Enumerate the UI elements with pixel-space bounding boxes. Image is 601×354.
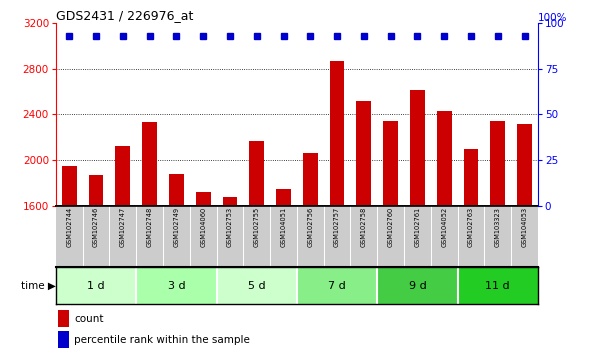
Text: GSM104060: GSM104060	[200, 207, 206, 247]
Bar	[383, 121, 398, 206]
Bar	[276, 189, 291, 206]
Text: GSM102755: GSM102755	[254, 207, 260, 247]
Bar	[437, 111, 451, 206]
Text: 9 d: 9 d	[409, 281, 426, 291]
Text: GSM104051: GSM104051	[281, 207, 287, 247]
Text: GSM102746: GSM102746	[93, 207, 99, 247]
Text: GSM102753: GSM102753	[227, 207, 233, 247]
Bar	[330, 61, 344, 206]
Text: GSM102748: GSM102748	[147, 207, 153, 247]
Bar	[463, 149, 478, 206]
Bar	[222, 196, 237, 206]
Text: 100%: 100%	[538, 13, 567, 23]
Text: 1 d: 1 d	[87, 281, 105, 291]
Text: GSM102758: GSM102758	[361, 207, 367, 247]
Bar	[142, 122, 157, 206]
Bar	[517, 124, 532, 206]
Bar	[410, 90, 425, 206]
Bar	[196, 192, 210, 206]
Text: 3 d: 3 d	[168, 281, 185, 291]
Text: count: count	[74, 314, 104, 324]
Bar	[356, 101, 371, 206]
Text: 7 d: 7 d	[328, 281, 346, 291]
Text: GSM102747: GSM102747	[120, 207, 126, 247]
Text: percentile rank within the sample: percentile rank within the sample	[74, 335, 250, 345]
Text: 5 d: 5 d	[248, 281, 266, 291]
Bar	[249, 141, 264, 206]
Text: GSM104052: GSM104052	[441, 207, 447, 247]
Text: GSM104053: GSM104053	[522, 207, 528, 247]
Text: GSM102756: GSM102756	[307, 207, 313, 247]
Bar	[58, 331, 69, 348]
Text: GSM102760: GSM102760	[388, 207, 394, 247]
Text: 11 d: 11 d	[486, 281, 510, 291]
Text: GSM102761: GSM102761	[415, 207, 420, 247]
Text: GSM102763: GSM102763	[468, 207, 474, 247]
Bar	[169, 174, 184, 206]
Bar	[58, 310, 69, 327]
Bar	[303, 153, 318, 206]
Text: GDS2431 / 226976_at: GDS2431 / 226976_at	[56, 9, 194, 22]
Bar	[490, 121, 505, 206]
Bar	[62, 166, 77, 206]
Text: GSM102749: GSM102749	[174, 207, 179, 247]
Text: GSM102757: GSM102757	[334, 207, 340, 247]
Text: GSM103323: GSM103323	[495, 207, 501, 247]
Bar	[115, 146, 130, 206]
Bar	[89, 175, 103, 206]
Text: time ▶: time ▶	[21, 281, 56, 291]
Text: GSM102744: GSM102744	[66, 207, 72, 247]
